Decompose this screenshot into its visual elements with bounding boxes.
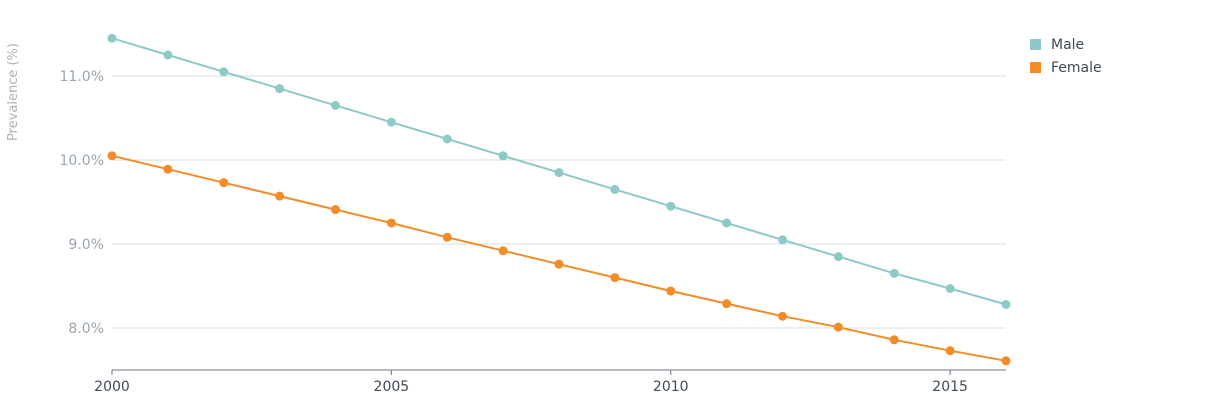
y-axis-ticks: 8.0% 9.0% 10.0% 11.0% [60, 69, 104, 337]
data-point-male[interactable] [498, 151, 508, 161]
data-point-female[interactable] [945, 346, 955, 356]
y-axis-title: Prevalence (%) [6, 43, 21, 141]
data-point-male[interactable] [722, 218, 732, 228]
data-point-female[interactable] [554, 259, 564, 269]
legend: Male Female [1030, 33, 1102, 79]
data-point-female[interactable] [275, 191, 285, 201]
gridlines [112, 75, 1006, 329]
x-tick-label: 2000 [94, 379, 130, 395]
data-point-male[interactable] [219, 67, 229, 77]
data-point-female[interactable] [778, 311, 787, 321]
data-point-female[interactable] [331, 205, 340, 215]
data-point-male[interactable] [610, 184, 620, 194]
series-group [107, 33, 1011, 366]
data-point-male[interactable] [442, 134, 452, 144]
x-tick-label: 2010 [653, 379, 689, 395]
data-point-female[interactable] [833, 322, 843, 332]
x-axis-ticks: 2000 2005 2010 2015 [94, 370, 968, 395]
data-point-male[interactable] [666, 201, 676, 211]
x-tick-label: 2015 [932, 379, 968, 395]
data-point-male[interactable] [275, 84, 285, 94]
y-tick-label: 8.0% [68, 321, 104, 337]
data-point-male[interactable] [889, 268, 899, 278]
y-tick-label: 9.0% [68, 237, 104, 253]
legend-label-male: Male [1051, 36, 1085, 53]
data-point-male[interactable] [554, 168, 564, 178]
data-point-female[interactable] [722, 299, 732, 309]
data-point-female[interactable] [1001, 356, 1011, 366]
legend-swatch-female [1030, 62, 1041, 73]
data-point-male[interactable] [107, 33, 117, 43]
legend-label-female: Female [1051, 59, 1102, 76]
data-point-male[interactable] [1001, 299, 1011, 309]
y-tick-label: 10.0% [60, 153, 104, 169]
data-point-female[interactable] [889, 335, 899, 345]
series-line-female [111, 154, 1007, 362]
data-point-female[interactable] [163, 164, 173, 174]
data-point-female[interactable] [498, 246, 508, 256]
data-point-female[interactable] [666, 286, 676, 296]
y-tick-label: 11.0% [60, 69, 104, 85]
data-point-male[interactable] [163, 50, 173, 60]
data-point-female[interactable] [610, 273, 620, 283]
data-point-female[interactable] [442, 232, 452, 242]
data-point-male[interactable] [833, 252, 843, 262]
data-point-male[interactable] [778, 235, 787, 245]
legend-swatch-male [1030, 39, 1041, 50]
data-point-male[interactable] [945, 284, 955, 294]
x-tick-label: 2005 [374, 379, 410, 395]
legend-item-male[interactable]: Male [1030, 33, 1102, 56]
data-point-female[interactable] [386, 218, 396, 228]
data-point-female[interactable] [219, 178, 229, 188]
legend-item-female[interactable]: Female [1030, 56, 1102, 79]
data-point-male[interactable] [386, 117, 396, 127]
data-point-female[interactable] [107, 151, 117, 161]
data-point-male[interactable] [331, 100, 340, 110]
